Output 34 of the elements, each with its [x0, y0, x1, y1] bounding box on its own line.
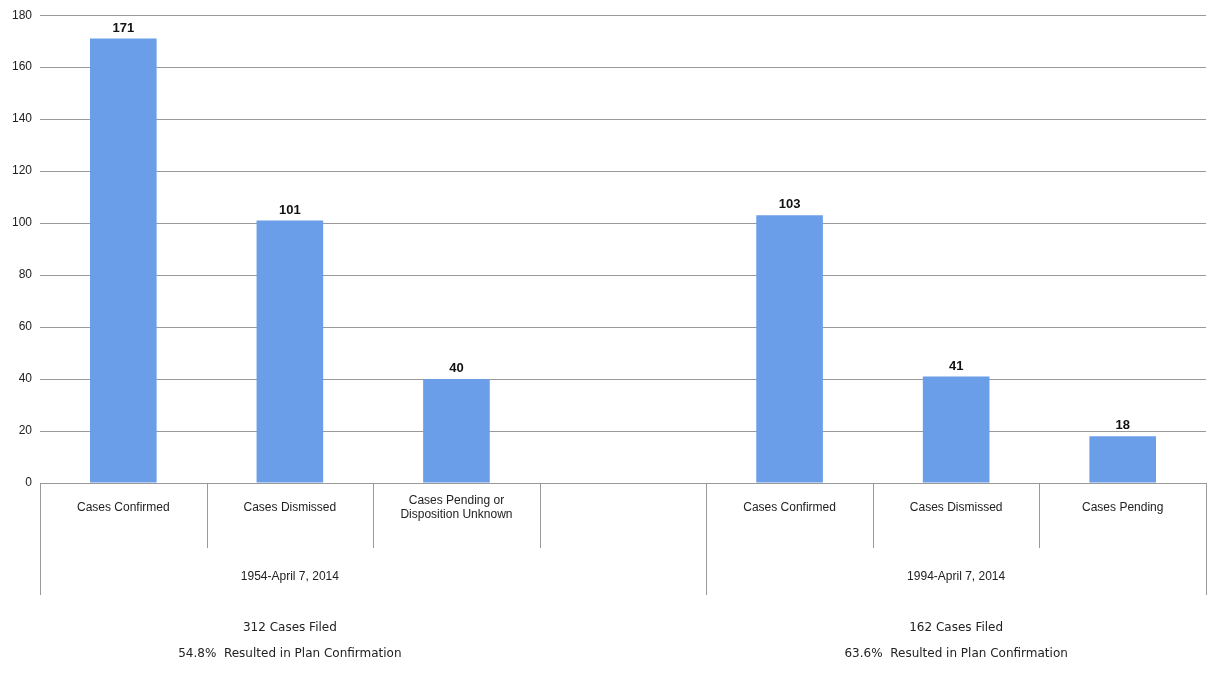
- x-tick-label: Cases Confirmed: [743, 500, 836, 515]
- y-tick-label: 80: [18, 267, 33, 282]
- data-label: 18: [1115, 417, 1130, 433]
- y-tick-label: 0: [25, 475, 33, 490]
- y-tick-label: 40: [18, 371, 33, 386]
- y-tick-label: 160: [11, 59, 33, 74]
- y-tick-label: 20: [18, 423, 33, 438]
- data-label: 171: [112, 19, 135, 35]
- text: 1954-April 7, 2014: [240, 569, 340, 584]
- data-label: 103: [778, 196, 801, 212]
- text: 63.6% Resulted in Plan Confirmation: [844, 646, 1068, 661]
- x-tick-label: Cases Pending or Disposition Unknown: [400, 493, 513, 522]
- y-tick-label: 60: [18, 319, 33, 334]
- text: 1994-April 7, 2014: [907, 569, 1006, 584]
- y-tick-label: 120: [11, 163, 33, 178]
- bar: [89, 38, 157, 483]
- bar: [423, 379, 490, 483]
- y-tick-label: 140: [11, 111, 33, 126]
- y-tick-label: 100: [11, 215, 33, 230]
- text: 312 Cases Filed: [242, 620, 337, 635]
- bar: [256, 220, 324, 483]
- data-label: 101: [279, 201, 301, 217]
- bar: [1089, 436, 1157, 483]
- x-tick-label: Cases Dismissed: [909, 500, 1003, 515]
- x-tick-label: Cases Pending: [1082, 500, 1164, 515]
- text: 162 Cases Filed: [909, 620, 1004, 635]
- x-tick-label: Cases Confirmed: [76, 500, 170, 515]
- bar: [756, 215, 823, 483]
- x-tick-label: Cases Dismissed: [243, 500, 337, 515]
- data-label: 41: [948, 357, 964, 373]
- y-tick-label: 180: [11, 7, 33, 22]
- data-label: 40: [449, 360, 464, 376]
- bar: [922, 376, 990, 483]
- text: 54.8% Resulted in Plan Confirmation: [178, 646, 402, 661]
